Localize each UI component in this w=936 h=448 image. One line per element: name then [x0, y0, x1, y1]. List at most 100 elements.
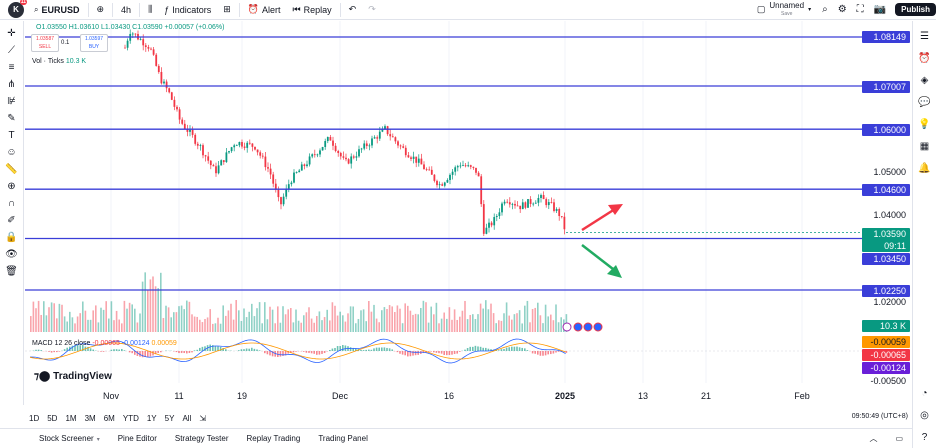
macd-histogram-bar	[435, 351, 438, 353]
price-chart[interactable]	[25, 21, 887, 388]
layers-icon[interactable]: ◈	[920, 74, 929, 86]
volume-bar	[464, 300, 466, 332]
calendar-icon[interactable]: ▦	[919, 140, 930, 152]
divider	[238, 2, 240, 17]
quick-search-icon[interactable]: ⌕	[822, 4, 828, 15]
range-6m[interactable]: 6M	[103, 413, 115, 423]
volume-bar	[552, 320, 555, 332]
tab-strategy-tester[interactable]: Strategy Tester	[166, 434, 238, 443]
layout-menu[interactable]: ▢ Unnamed Save ▾	[751, 0, 817, 20]
chart-type-button[interactable]: ⫼	[142, 0, 158, 20]
level-label-1: 1.08149	[862, 31, 910, 43]
volume-bar	[508, 315, 510, 332]
range-ytd[interactable]: YTD	[122, 413, 139, 423]
date-range-icon[interactable]: ⇲	[199, 413, 207, 423]
camera-icon[interactable]: 📷	[873, 4, 887, 15]
emoji-icon[interactable]: ☺	[6, 147, 17, 158]
gann-fib-icon[interactable]: ⊯	[7, 96, 16, 107]
templates-button[interactable]: ⊞	[217, 0, 237, 20]
sell-button[interactable]: 1.03587 SELL	[31, 34, 59, 52]
volume-bar	[74, 323, 76, 332]
settings-icon[interactable]: ⚙	[837, 4, 847, 15]
volume-bar	[269, 306, 271, 332]
volume-bar	[422, 300, 425, 332]
candle-body	[189, 129, 191, 132]
candle-body	[490, 222, 493, 226]
user-avatar[interactable]: K 11	[8, 0, 27, 18]
range-all[interactable]: All	[182, 413, 192, 423]
crosshair-icon[interactable]: ✛	[7, 28, 16, 39]
magnet-icon[interactable]: ∩	[7, 198, 16, 209]
macd-histogram-bar	[386, 347, 388, 351]
lock-icon[interactable]: 🔒	[5, 232, 18, 243]
brush-icon[interactable]: ✎	[7, 113, 16, 124]
range-1y[interactable]: 1Y	[146, 413, 157, 423]
candle-body	[241, 142, 243, 147]
symbol-search-button[interactable]: ⌕ EURUSD	[28, 0, 86, 20]
buy-button[interactable]: 1.03597 BUY	[80, 34, 108, 52]
macd-histogram-tag: -0.00065	[862, 349, 910, 361]
volume-bar	[394, 312, 396, 332]
timezone-clock[interactable]: 09:50:49 (UTC+8)	[851, 413, 908, 420]
ruler-icon[interactable]: 📏	[5, 164, 18, 175]
range-1d[interactable]: 1D	[29, 413, 40, 423]
range-5d[interactable]: 5D	[47, 413, 58, 423]
candle-body	[313, 154, 316, 156]
redo-button[interactable]: ↷	[362, 0, 382, 20]
trash-icon[interactable]: 🗑	[5, 266, 18, 277]
help-icon[interactable]: ?	[921, 431, 928, 443]
data-window-icon[interactable]: ◔	[921, 387, 928, 399]
macd-histogram-bar	[547, 351, 549, 355]
macd-histogram-bar	[243, 349, 245, 351]
candle-body	[290, 182, 293, 185]
tab-stock-screener[interactable]: Stock Screener ▾	[30, 434, 109, 443]
pitchfork-icon[interactable]: ⋔	[7, 79, 16, 90]
replay-button[interactable]: ⏮ Replay	[287, 0, 338, 20]
undo-button[interactable]: ↶	[343, 0, 363, 20]
ideas-icon[interactable]: 💡	[918, 118, 931, 130]
alert-button[interactable]: ⏰ Alert	[242, 0, 287, 20]
horizontal-lines-icon[interactable]: ≡	[8, 62, 15, 73]
target-icon[interactable]: ◎	[920, 409, 929, 421]
candle-body	[199, 145, 202, 146]
macd-histogram-bar	[511, 346, 513, 351]
interval-button[interactable]: 4h	[121, 4, 132, 15]
publish-button[interactable]: Publish	[895, 3, 936, 16]
volume-bar	[479, 303, 482, 332]
trend-line-icon[interactable]: ⟋	[8, 45, 15, 56]
range-1m[interactable]: 1M	[65, 413, 77, 423]
maximize-panel-icon[interactable]: ▭	[895, 434, 903, 443]
fullscreen-icon[interactable]: ⛶	[856, 4, 864, 15]
candle-body	[547, 202, 550, 206]
chat-icon[interactable]: 💬	[918, 96, 931, 108]
zoom-in-icon[interactable]: ⊕	[7, 181, 16, 192]
candle-body	[230, 147, 233, 152]
tab-replay-trading[interactable]: Replay Trading	[238, 434, 310, 443]
compare-button[interactable]: ⊕	[91, 0, 111, 20]
alerts-icon[interactable]: ⏰	[918, 52, 931, 64]
volume-bar	[297, 320, 300, 332]
notifications-icon[interactable]: 🔔	[918, 162, 931, 174]
volume-bar	[240, 320, 243, 332]
visibility-icon[interactable]: 👁	[5, 249, 18, 260]
macd-histogram-bar	[381, 347, 383, 351]
collapse-panel-icon[interactable]: ︿	[869, 434, 878, 443]
watchlist-icon[interactable]: ☰	[920, 30, 929, 42]
tradingview-logo[interactable]: ⁊⬤ TradingView	[34, 371, 112, 382]
text-icon[interactable]: T	[8, 130, 15, 141]
volume-bar	[417, 314, 419, 332]
indicators-button[interactable]: ƒ Indicators	[158, 0, 217, 20]
range-5y[interactable]: 5Y	[164, 413, 175, 423]
tab-trading-panel[interactable]: Trading Panel	[309, 434, 377, 443]
candle-body	[404, 147, 407, 156]
range-3m[interactable]: 3M	[84, 413, 96, 423]
lock-drawing-icon[interactable]: ✐	[7, 215, 16, 226]
range-bar: 1D 5D 1M 3M 6M YTD 1Y 5Y All ⇲	[25, 410, 912, 426]
volume-bar	[191, 314, 193, 332]
volume-bar	[110, 301, 113, 332]
macd-histogram-bar	[524, 348, 526, 351]
macd-histogram-bar	[40, 350, 42, 351]
candle-body	[256, 149, 259, 153]
tab-pine-editor[interactable]: Pine Editor	[109, 434, 166, 443]
candle-body	[545, 199, 548, 206]
